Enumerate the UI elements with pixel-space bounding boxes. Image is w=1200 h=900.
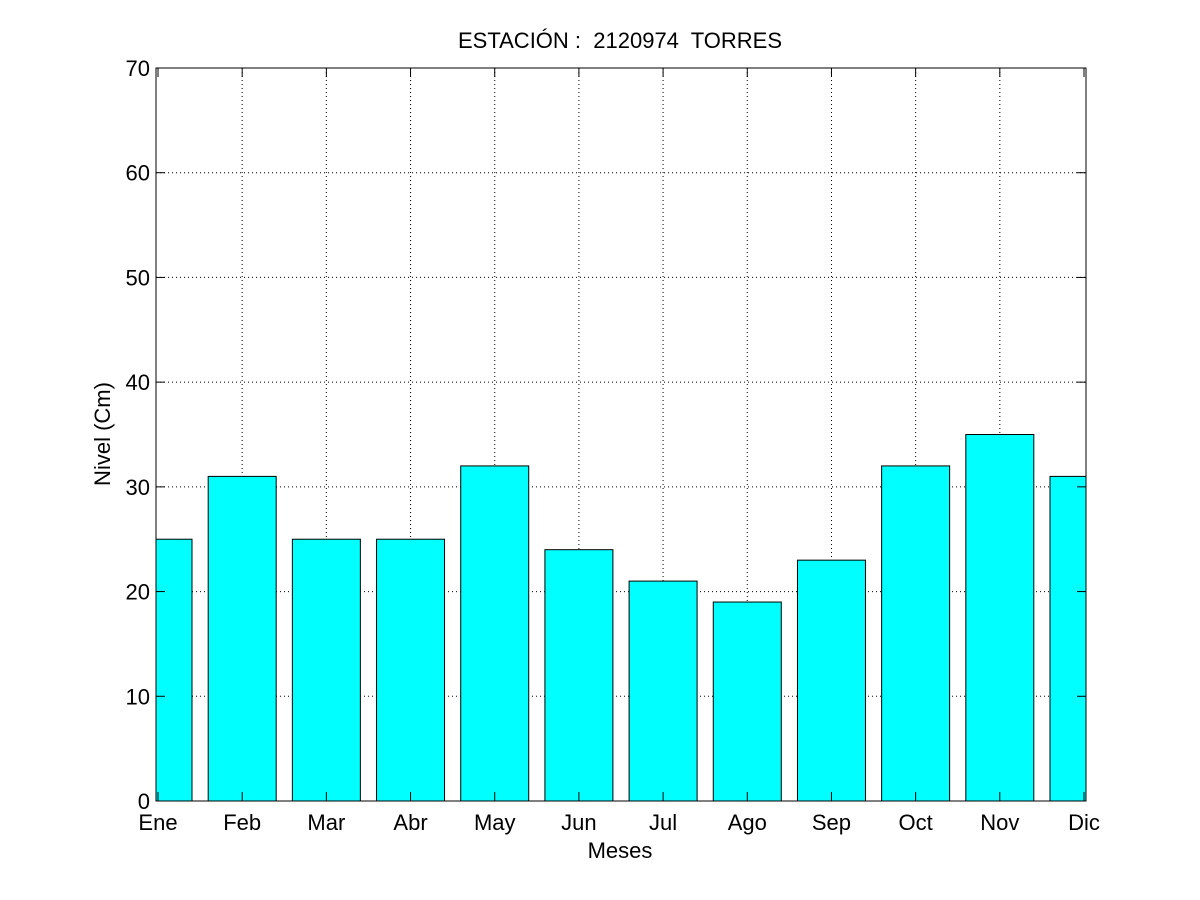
bar-ene <box>155 538 193 802</box>
bar-mar <box>291 538 361 802</box>
axes-box <box>155 67 1087 802</box>
y-tick-label: 20 <box>126 580 150 605</box>
bar-nov <box>965 434 1035 802</box>
x-tick-label-feb: Feb <box>223 810 261 835</box>
y-tick-label: 60 <box>126 161 150 186</box>
x-tick-label-jul: Jul <box>649 810 677 835</box>
bar-oct <box>881 465 951 802</box>
y-tick-label: 10 <box>126 684 150 709</box>
y-tick-label: 70 <box>126 56 150 81</box>
y-tick-label: 0 <box>138 789 150 814</box>
bar-jun <box>544 549 614 802</box>
y-tick-label: 40 <box>126 370 150 395</box>
bar-ago <box>712 601 782 802</box>
x-tick-label-may: May <box>474 810 516 835</box>
x-tick-label-sep: Sep <box>812 810 851 835</box>
x-tick-label-ago: Ago <box>728 810 767 835</box>
y-tick-label: 30 <box>126 475 150 500</box>
bar-sep <box>796 559 866 802</box>
x-tick-label-mar: Mar <box>307 810 345 835</box>
x-tick-label-abr: Abr <box>393 810 427 835</box>
x-tick-label-nov: Nov <box>980 810 1019 835</box>
y-tick-label: 50 <box>126 265 150 290</box>
bar-dic <box>1049 475 1087 802</box>
bar-abr <box>376 538 446 802</box>
x-tick-label-dic: Dic <box>1068 810 1100 835</box>
x-axis-label: Meses <box>587 838 653 863</box>
bar-may <box>460 465 530 802</box>
x-tick-label-jun: Jun <box>561 810 596 835</box>
bar-jul <box>628 580 698 802</box>
x-tick-label-ene: Ene <box>138 810 177 835</box>
bar-feb <box>207 475 277 802</box>
chart-title: ESTACIÓN : 2120974 TORRES <box>457 28 783 53</box>
x-tick-label-oct: Oct <box>899 810 933 835</box>
